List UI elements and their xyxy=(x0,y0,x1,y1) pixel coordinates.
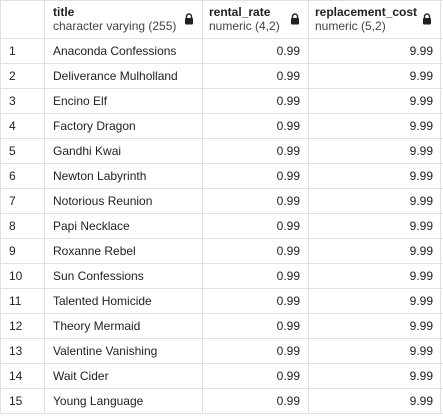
table-row[interactable]: 11 Talented Homicide 0.99 9.99 xyxy=(0,289,443,314)
cell-title[interactable]: Talented Homicide xyxy=(45,289,203,313)
cell-rental-rate[interactable]: 0.99 xyxy=(203,339,309,363)
cell-replacement-cost[interactable]: 9.99 xyxy=(309,114,441,138)
cell-replacement-cost[interactable]: 9.99 xyxy=(309,389,441,413)
cell-title[interactable]: Valentine Vanishing xyxy=(45,339,203,363)
row-number[interactable]: 5 xyxy=(0,139,45,163)
column-name: replacement_cost xyxy=(315,5,418,19)
row-number-header[interactable] xyxy=(0,1,45,38)
lock-icon xyxy=(185,13,193,25)
cell-rental-rate[interactable]: 0.99 xyxy=(203,239,309,263)
cell-rental-rate[interactable]: 0.99 xyxy=(203,139,309,163)
cell-replacement-cost[interactable]: 9.99 xyxy=(309,289,441,313)
cell-rental-rate[interactable]: 0.99 xyxy=(203,64,309,88)
cell-rental-rate[interactable]: 0.99 xyxy=(203,389,309,413)
cell-title[interactable]: Wait Cider xyxy=(45,364,203,388)
row-number[interactable]: 13 xyxy=(0,339,45,363)
grid-header-row: title character varying (255) rental_rat… xyxy=(0,0,443,39)
cell-title[interactable]: Notorious Reunion xyxy=(45,189,203,213)
table-row[interactable]: 9 Roxanne Rebel 0.99 9.99 xyxy=(0,239,443,264)
row-number[interactable]: 14 xyxy=(0,364,45,388)
column-header-title[interactable]: title character varying (255) xyxy=(45,1,203,38)
cell-title[interactable]: Young Language xyxy=(45,389,203,413)
column-name: title xyxy=(53,5,75,19)
row-number[interactable]: 7 xyxy=(0,189,45,213)
table-row[interactable]: 13 Valentine Vanishing 0.99 9.99 xyxy=(0,339,443,364)
column-type: numeric (4,2) xyxy=(209,19,280,33)
cell-replacement-cost[interactable]: 9.99 xyxy=(309,189,441,213)
table-row[interactable]: 12 Theory Mermaid 0.99 9.99 xyxy=(0,314,443,339)
cell-title[interactable]: Encino Elf xyxy=(45,89,203,113)
row-number[interactable]: 11 xyxy=(0,289,45,313)
cell-title[interactable]: Newton Labyrinth xyxy=(45,164,203,188)
cell-title[interactable]: Anaconda Confessions xyxy=(45,39,203,63)
cell-replacement-cost[interactable]: 9.99 xyxy=(309,214,441,238)
cell-title[interactable]: Factory Dragon xyxy=(45,114,203,138)
cell-replacement-cost[interactable]: 9.99 xyxy=(309,139,441,163)
cell-rental-rate[interactable]: 0.99 xyxy=(203,164,309,188)
cell-replacement-cost[interactable]: 9.99 xyxy=(309,89,441,113)
row-number[interactable]: 1 xyxy=(0,39,45,63)
cell-replacement-cost[interactable]: 9.99 xyxy=(309,314,441,338)
cell-replacement-cost[interactable]: 9.99 xyxy=(309,64,441,88)
row-number[interactable]: 8 xyxy=(0,214,45,238)
cell-title[interactable]: Deliverance Mulholland xyxy=(45,64,203,88)
cell-replacement-cost[interactable]: 9.99 xyxy=(309,264,441,288)
table-row[interactable]: 7 Notorious Reunion 0.99 9.99 xyxy=(0,189,443,214)
lock-icon xyxy=(291,13,299,25)
row-number[interactable]: 6 xyxy=(0,164,45,188)
cell-rental-rate[interactable]: 0.99 xyxy=(203,114,309,138)
row-number[interactable]: 12 xyxy=(0,314,45,338)
cell-title[interactable]: Roxanne Rebel xyxy=(45,239,203,263)
cell-rental-rate[interactable]: 0.99 xyxy=(203,214,309,238)
cell-replacement-cost[interactable]: 9.99 xyxy=(309,364,441,388)
table-row[interactable]: 1 Anaconda Confessions 0.99 9.99 xyxy=(0,39,443,64)
cell-title[interactable]: Theory Mermaid xyxy=(45,314,203,338)
row-number[interactable]: 10 xyxy=(0,264,45,288)
cell-rental-rate[interactable]: 0.99 xyxy=(203,364,309,388)
cell-rental-rate[interactable]: 0.99 xyxy=(203,189,309,213)
cell-replacement-cost[interactable]: 9.99 xyxy=(309,164,441,188)
column-type: character varying (255) xyxy=(53,19,177,33)
cell-replacement-cost[interactable]: 9.99 xyxy=(309,39,441,63)
table-row[interactable]: 8 Papi Necklace 0.99 9.99 xyxy=(0,214,443,239)
cell-rental-rate[interactable]: 0.99 xyxy=(203,314,309,338)
cell-replacement-cost[interactable]: 9.99 xyxy=(309,239,441,263)
table-row[interactable]: 6 Newton Labyrinth 0.99 9.99 xyxy=(0,164,443,189)
table-row[interactable]: 14 Wait Cider 0.99 9.99 xyxy=(0,364,443,389)
table-row[interactable]: 3 Encino Elf 0.99 9.99 xyxy=(0,89,443,114)
row-number[interactable]: 4 xyxy=(0,114,45,138)
cell-rental-rate[interactable]: 0.99 xyxy=(203,264,309,288)
table-row[interactable]: 10 Sun Confessions 0.99 9.99 xyxy=(0,264,443,289)
cell-title[interactable]: Sun Confessions xyxy=(45,264,203,288)
table-row[interactable]: 15 Young Language 0.99 9.99 xyxy=(0,389,443,414)
table-row[interactable]: 5 Gandhi Kwai 0.99 9.99 xyxy=(0,139,443,164)
column-header-replacement-cost[interactable]: replacement_cost numeric (5,2) xyxy=(309,1,441,38)
column-name: rental_rate xyxy=(209,5,271,19)
table-row[interactable]: 4 Factory Dragon 0.99 9.99 xyxy=(0,114,443,139)
cell-title[interactable]: Papi Necklace xyxy=(45,214,203,238)
column-type: numeric (5,2) xyxy=(315,19,386,33)
cell-rental-rate[interactable]: 0.99 xyxy=(203,89,309,113)
cell-title[interactable]: Gandhi Kwai xyxy=(45,139,203,163)
row-number[interactable]: 15 xyxy=(0,389,45,413)
row-number[interactable]: 9 xyxy=(0,239,45,263)
row-number[interactable]: 3 xyxy=(0,89,45,113)
cell-replacement-cost[interactable]: 9.99 xyxy=(309,339,441,363)
row-number[interactable]: 2 xyxy=(0,64,45,88)
lock-icon xyxy=(423,13,431,25)
cell-rental-rate[interactable]: 0.99 xyxy=(203,289,309,313)
column-header-rental-rate[interactable]: rental_rate numeric (4,2) xyxy=(203,1,309,38)
table-row[interactable]: 2 Deliverance Mulholland 0.99 9.99 xyxy=(0,64,443,89)
cell-rental-rate[interactable]: 0.99 xyxy=(203,39,309,63)
